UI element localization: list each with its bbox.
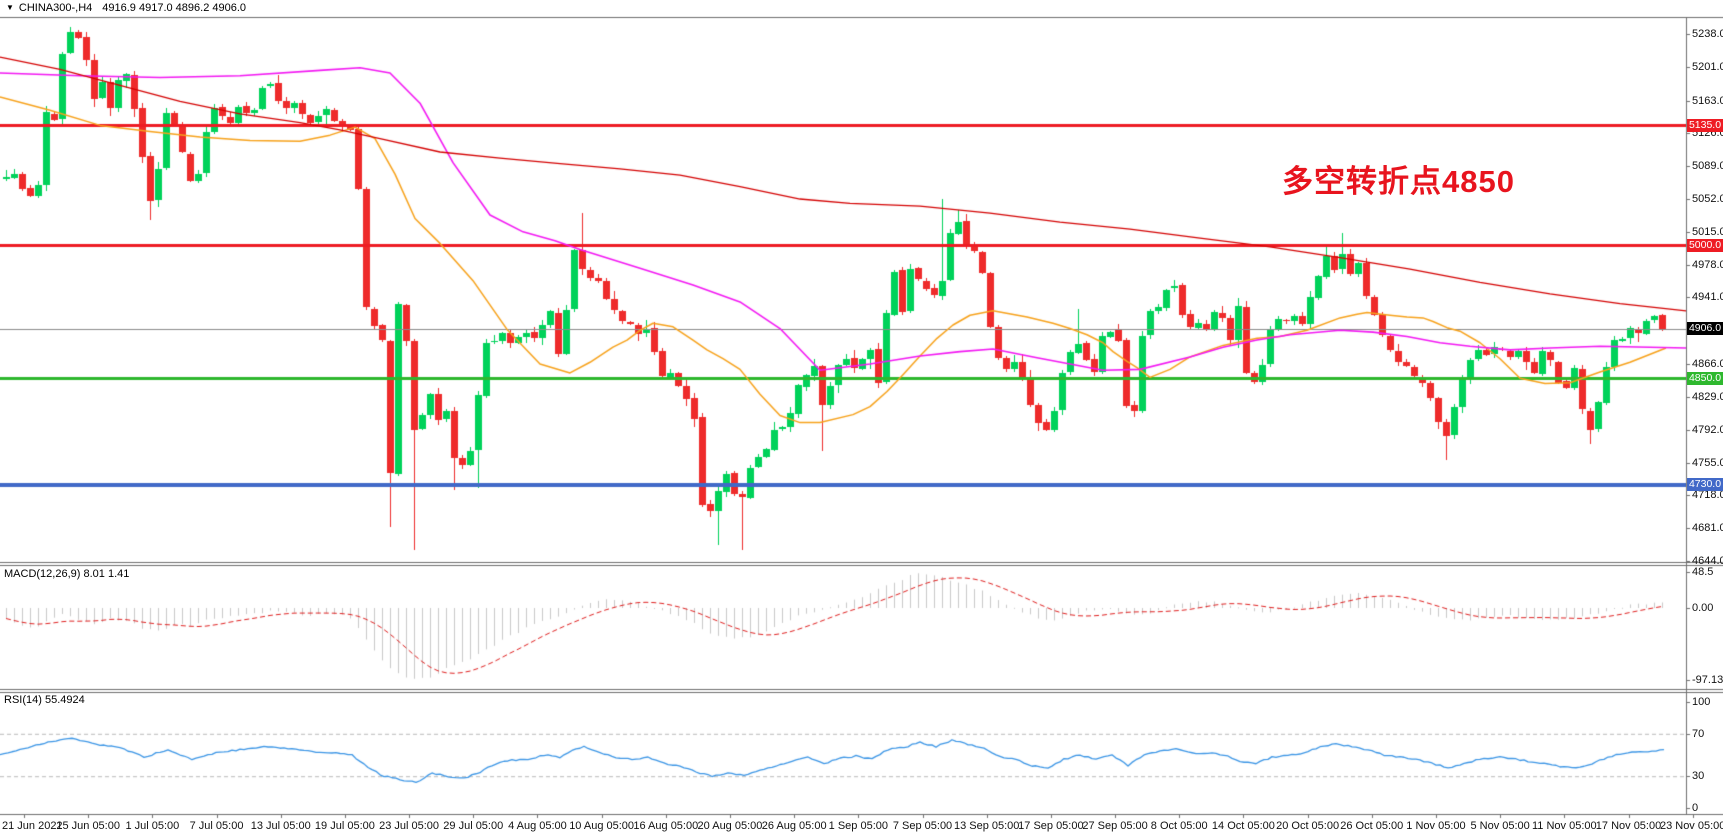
date-axis-label: 23 Jul 05:00 — [379, 820, 440, 832]
price-axis-tick: 5052.0 — [1692, 193, 1723, 206]
current-price-tag: 4906.0 — [1687, 322, 1723, 335]
date-axis-label: 1 Jul 05:00 — [125, 820, 180, 832]
date-axis-label: 16 Aug 05:00 — [633, 820, 699, 832]
rsi-axis-tick: 70 — [1692, 727, 1705, 740]
price-axis-tick: 5163.0 — [1692, 94, 1723, 107]
ohlc-values: 4916.9 4917.0 4896.2 4906.0 — [102, 2, 247, 14]
macd-axis-tick: 48.5 — [1692, 566, 1714, 579]
price-axis-tick: 4941.0 — [1692, 291, 1723, 304]
date-axis-label: 1 Nov 05:00 — [1406, 820, 1466, 832]
date-axis-label: 13 Sep 05:00 — [953, 820, 1020, 832]
price-axis-tick: 4681.0 — [1692, 522, 1723, 535]
chart-title-bar: ▼ CHINA300-,H4 4916.9 4917.0 4896.2 4906.0 — [6, 2, 246, 14]
price-level-tag: 4730.0 — [1687, 478, 1723, 491]
date-axis-label: 26 Aug 05:00 — [761, 820, 827, 832]
date-axis-label: 8 Oct 05:00 — [1150, 820, 1208, 832]
date-axis-label: 23 Nov 05:00 — [1659, 820, 1723, 832]
date-axis-label: 7 Jul 05:00 — [189, 820, 244, 832]
date-axis-label: 25 Jun 05:00 — [56, 820, 120, 832]
price-axis-tick: 5238.0 — [1692, 28, 1723, 40]
date-axis-label: 7 Sep 05:00 — [892, 820, 953, 832]
date-axis-label: 10 Aug 05:00 — [569, 820, 635, 832]
price-axis-tick: 5089.0 — [1692, 160, 1723, 173]
macd-indicator-label: MACD(12,26,9) 8.01 1.41 — [4, 568, 129, 580]
price-axis-tick: 4866.0 — [1692, 358, 1723, 371]
date-axis-label: 20 Oct 05:00 — [1276, 820, 1340, 832]
date-axis-label: 19 Jul 05:00 — [314, 820, 375, 832]
price-axis-tick: 5015.0 — [1692, 225, 1723, 238]
price-level-tag: 5135.0 — [1687, 119, 1723, 132]
rsi-axis-tick: 30 — [1692, 770, 1705, 783]
price-level-tag: 4850.0 — [1687, 372, 1723, 385]
rsi-value: 55.4924 — [44, 694, 85, 706]
macd-axis-tick: -97.13 — [1692, 674, 1723, 687]
price-level-tag: 5000.0 — [1687, 239, 1723, 252]
date-axis-label: 21 Jun 2021 — [2, 820, 63, 832]
date-axis-label: 20 Aug 05:00 — [697, 820, 763, 832]
date-axis-label: 4 Aug 05:00 — [508, 820, 567, 832]
price-axis-tick: 4792.0 — [1692, 423, 1723, 436]
macd-label-text: MACD(12,26,9) — [4, 568, 81, 580]
symbol-dropdown-icon[interactable]: ▼ — [6, 3, 14, 12]
rsi-indicator-label: RSI(14) 55.4924 — [4, 694, 85, 706]
date-axis-label: 14 Oct 05:00 — [1211, 820, 1275, 832]
macd-values: 8.01 1.41 — [83, 568, 130, 580]
date-axis-label: 26 Oct 05:00 — [1340, 820, 1404, 832]
date-axis-label: 1 Sep 05:00 — [828, 820, 888, 832]
pivot-annotation: 多空转折点4850 — [1282, 164, 1515, 199]
rsi-axis-tick: 0 — [1692, 802, 1699, 814]
price-axis-tick: 4718.0 — [1692, 489, 1723, 502]
date-axis-label: 17 Sep 05:00 — [1018, 820, 1084, 832]
price-axis-tick: 4755.0 — [1692, 456, 1723, 469]
date-axis-label: 13 Jul 05:00 — [250, 820, 311, 832]
symbol-title: CHINA300-,H4 — [18, 2, 93, 14]
date-axis-label: 17 Nov 05:00 — [1595, 820, 1662, 832]
price-axis-tick: 5201.0 — [1692, 60, 1723, 73]
price-axis-tick: 4978.0 — [1692, 258, 1723, 271]
date-axis-label: 5 Nov 05:00 — [1470, 820, 1530, 832]
date-axis-label: 11 Nov 05:00 — [1532, 820, 1597, 832]
rsi-axis-tick: 100 — [1692, 696, 1711, 708]
date-axis-label: 29 Jul 05:00 — [443, 820, 504, 832]
price-axis-tick: 4829.0 — [1692, 390, 1723, 403]
date-axis-label: 27 Sep 05:00 — [1082, 820, 1148, 832]
rsi-label-text: RSI(14) — [4, 694, 42, 706]
price-axis-tick: 4644.0 — [1692, 554, 1723, 567]
macd-axis-tick: 0.00 — [1692, 602, 1714, 614]
